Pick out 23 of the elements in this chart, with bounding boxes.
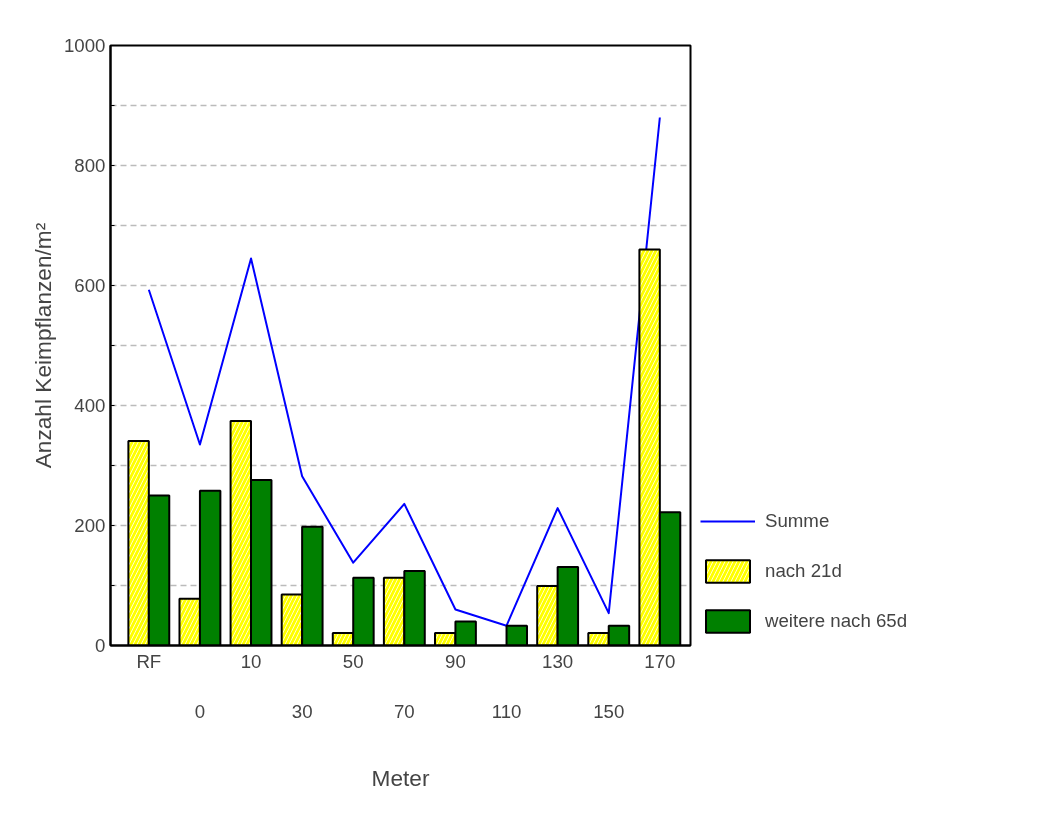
x-tick-label: RF xyxy=(136,650,162,672)
y-tick-label: 1000 xyxy=(64,35,106,56)
x-tick-label: 130 xyxy=(542,650,574,672)
legend-label: Summe xyxy=(765,510,830,532)
x-tick-label: 30 xyxy=(291,700,313,722)
line-series xyxy=(147,116,661,627)
x-tick-label: 10 xyxy=(240,650,262,672)
x-tick-label: 50 xyxy=(342,650,364,672)
y-tick-label: 800 xyxy=(74,155,106,176)
x-tick-label: 90 xyxy=(445,650,466,672)
x-tick-label: 170 xyxy=(644,650,676,672)
y-tick-label: 600 xyxy=(74,275,106,296)
x-tick-label: 110 xyxy=(491,700,522,722)
y-tick-label: 0 xyxy=(95,635,106,656)
x-axis-title: Meter xyxy=(371,764,430,791)
x-tick-label: 150 xyxy=(593,700,625,722)
y-tick-label: 200 xyxy=(74,515,106,536)
legend-label: nach 21d xyxy=(765,560,842,582)
y-tick-label: 400 xyxy=(74,395,106,416)
x-tick-label: 70 xyxy=(393,700,415,722)
x-tick-label: 0 xyxy=(194,700,206,722)
legend-label: weitere nach 65d xyxy=(765,610,908,632)
y-axis-title: Anzahl Keimpflanzen/m² xyxy=(30,222,56,469)
